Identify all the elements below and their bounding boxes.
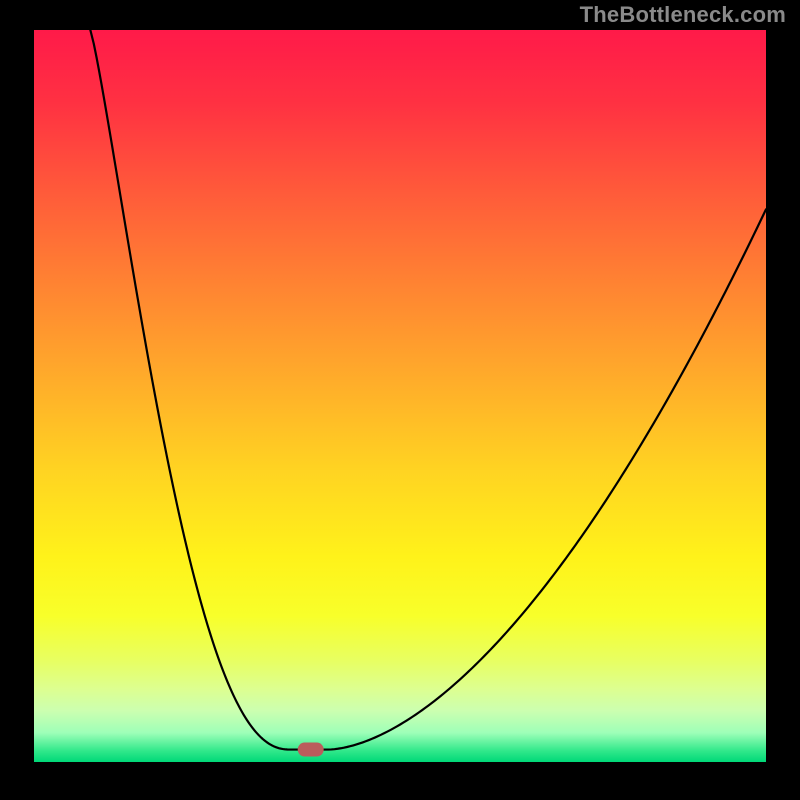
plot-area xyxy=(34,30,766,762)
chart-svg xyxy=(0,0,800,800)
optimum-marker xyxy=(298,743,324,757)
chart-root: TheBottleneck.com xyxy=(0,0,800,800)
watermark-text: TheBottleneck.com xyxy=(580,2,786,28)
